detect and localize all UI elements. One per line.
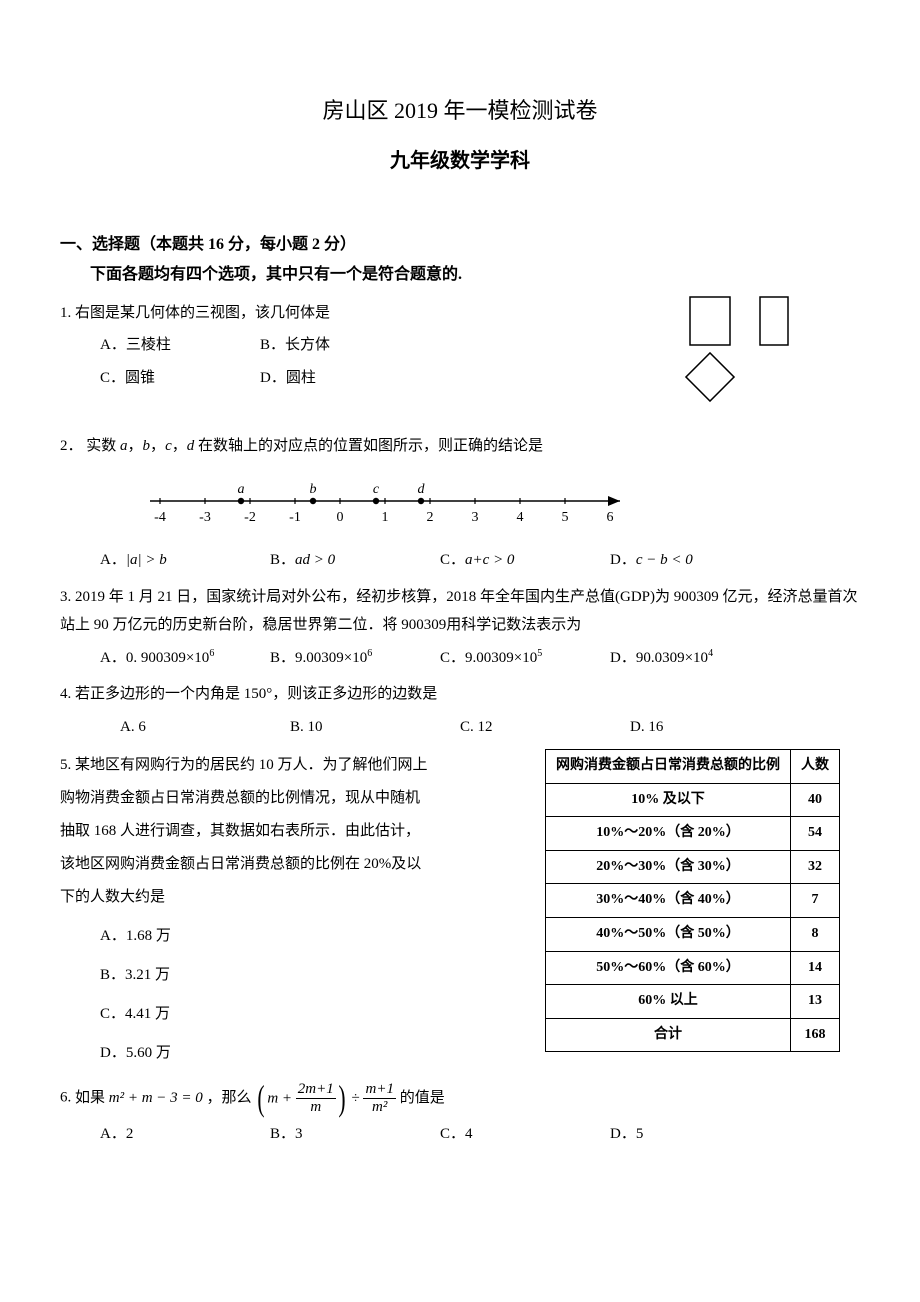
svg-text:6: 6 [607,510,614,525]
svg-text:b: b [310,482,317,497]
table-cell-count: 54 [791,817,840,851]
table-cell-count: 40 [791,783,840,817]
table-cell-ratio: 40%～50%（含 50%） [546,918,791,952]
q6-option-a: A．2 [100,1120,270,1149]
table-cell-count: 13 [791,985,840,1019]
svg-text:1: 1 [382,510,389,525]
svg-text:a: a [238,482,245,497]
table-cell-ratio: 10%～20%（含 20%） [546,817,791,851]
q6-option-d: D．5 [610,1120,780,1149]
question-4: 4. 若正多边形的一个内角是 150°，则该正多边形的边数是 A. 6 B. 1… [60,680,860,741]
q5-num: 5. [60,757,71,773]
q5-option-c: C．4.41 万 [100,998,430,1031]
q2-option-d: D．c − b < 0 [610,546,780,575]
q6-option-b: B．3 [270,1120,440,1149]
svg-text:0: 0 [337,510,344,525]
q5-option-d: D．5.60 万 [100,1037,430,1070]
svg-text:4: 4 [517,510,524,525]
q3-option-a: A．0. 900309×106 [100,644,270,673]
q3-option-b: B．9.00309×106 [270,644,440,673]
table-row: 10% 及以下40 [546,783,840,817]
svg-text:2: 2 [427,510,434,525]
number-line-figure: -4 -3 -2 -1 0 1 2 3 4 5 6 a b c d [140,471,860,537]
table-row: 60% 以上13 [546,985,840,1019]
svg-text:3: 3 [472,510,479,525]
section-subheader: 下面各题均有四个选项，其中只有一个是符合题意的. [90,260,860,290]
q1-option-a: A．三棱柱 [100,331,260,360]
table-cell-ratio: 30%～40%（含 40%） [546,884,791,918]
question-6: 6. 如果 m² + m − 3 = 0 ，那么 (m + 2m+1m) ÷ m… [60,1080,860,1149]
q2-text: 实数 a，b，c，d 在数轴上的对应点的位置如图所示，则正确的结论是 [86,438,543,454]
table-header-count: 人数 [791,750,840,784]
table-cell-ratio: 合计 [546,1018,791,1052]
q5-data-table: 网购消费金额占日常消费总额的比例 人数 10% 及以下4010%～20%（含 2… [545,749,840,1052]
section-header: 一、选择题（本题共 16 分，每小题 2 分） [60,230,860,260]
page-subtitle: 九年级数学学科 [60,142,860,180]
q5-option-b: B．3.21 万 [100,959,430,992]
question-1: 1. 右图是某几何体的三视图，该几何体是 A．三棱柱 B．长方体 C．圆锥 D．… [60,299,860,393]
table-cell-count: 7 [791,884,840,918]
table-cell-ratio: 50%～60%（含 60%） [546,951,791,985]
svg-text:-3: -3 [199,510,211,525]
q1-option-d: D．圆柱 [260,364,420,393]
q3-option-c: C．9.00309×105 [440,644,610,673]
table-row: 合计168 [546,1018,840,1052]
svg-text:-2: -2 [244,510,256,525]
fraction-1: 2m+1m [296,1081,336,1115]
question-3: 3. 2019 年 1 月 21 日，国家统计局对外公布，经初步核算，2018 … [60,583,860,673]
q4-option-d: D. 16 [630,713,800,742]
svg-text:5: 5 [562,510,569,525]
table-row: 网购消费金额占日常消费总额的比例 人数 [546,750,840,784]
table-row: 40%～50%（含 50%）8 [546,918,840,952]
right-paren-icon: ) [338,1080,345,1116]
q4-option-a: A. 6 [120,713,290,742]
table-header-ratio: 网购消费金额占日常消费总额的比例 [546,750,791,784]
q1-num: 1. [60,305,71,321]
table-row: 10%～20%（含 20%）54 [546,817,840,851]
svg-text:d: d [418,482,426,497]
q4-option-b: B. 10 [290,713,460,742]
table-row: 30%～40%（含 40%）7 [546,884,840,918]
table-cell-ratio: 20%～30%（含 30%） [546,850,791,884]
left-paren-icon: ( [258,1080,265,1116]
q4-text: 若正多边形的一个内角是 150°，则该正多边形的边数是 [75,686,437,702]
table-row: 50%～60%（含 60%）14 [546,951,840,985]
three-view-figure [680,295,820,416]
q4-num: 4. [60,686,71,702]
table-row: 20%～30%（含 30%）32 [546,850,840,884]
table-cell-count: 8 [791,918,840,952]
q4-option-c: C. 12 [460,713,630,742]
q6-text: 如果 m² + m − 3 = 0 ，那么 (m + 2m+1m) ÷ m+1m… [75,1090,445,1106]
q6-option-c: C．4 [440,1120,610,1149]
page-title: 房山区 2019 年一模检测试卷 [60,90,860,132]
q1-option-c: C．圆锥 [100,364,260,393]
q1-option-b: B．长方体 [260,331,420,360]
q5-text: 某地区有网购行为的居民约 10 万人．为了解他们网上购物消费金额占日常消费总额的… [60,757,428,905]
q2-option-a: A．|a| > b [100,546,270,575]
table-cell-ratio: 60% 以上 [546,985,791,1019]
q1-text: 右图是某几何体的三视图，该几何体是 [75,305,330,321]
fraction-2: m+1m² [363,1081,395,1115]
q2-option-b: B．ad > 0 [270,546,440,575]
svg-text:-4: -4 [154,510,166,525]
svg-text:-1: -1 [289,510,301,525]
q2-num: 2． [60,438,83,454]
q5-option-a: A．1.68 万 [100,920,430,953]
q3-text: 2019 年 1 月 21 日，国家统计局对外公布，经初步核算，2018 年全年… [60,589,858,634]
table-cell-ratio: 10% 及以下 [546,783,791,817]
question-2: 2． 实数 a，b，c，d 在数轴上的对应点的位置如图所示，则正确的结论是 -4… [60,432,860,575]
table-cell-count: 168 [791,1018,840,1052]
question-5: 5. 某地区有网购行为的居民约 10 万人．为了解他们网上购物消费金额占日常消费… [60,749,860,1070]
q2-option-c: C．a+c > 0 [440,546,610,575]
table-cell-count: 14 [791,951,840,985]
svg-text:c: c [373,482,380,497]
q3-num: 3. [60,589,71,605]
q3-option-d: D．90.0309×104 [610,644,780,673]
q6-num: 6. [60,1090,71,1106]
table-cell-count: 32 [791,850,840,884]
